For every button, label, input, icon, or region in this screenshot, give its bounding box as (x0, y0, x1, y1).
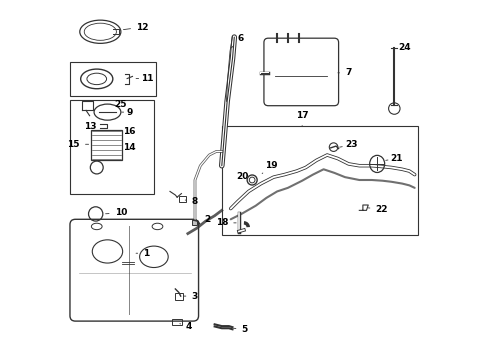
Text: 23: 23 (340, 140, 358, 149)
Text: 16: 16 (123, 127, 135, 136)
Text: 1: 1 (136, 249, 149, 258)
Text: 12: 12 (123, 23, 148, 32)
Text: 5: 5 (234, 325, 247, 334)
Bar (70, 100, 154, 194)
Text: 25: 25 (115, 100, 127, 109)
Text: 20: 20 (236, 172, 248, 181)
Text: 10: 10 (106, 208, 127, 217)
Text: 24: 24 (398, 43, 411, 52)
Text: 7: 7 (338, 68, 351, 77)
Text: 17: 17 (296, 111, 309, 126)
Bar (222, 126, 417, 235)
Ellipse shape (87, 73, 107, 85)
Text: 18: 18 (216, 219, 236, 228)
Text: 13: 13 (83, 122, 96, 131)
Text: 11: 11 (136, 74, 154, 83)
Text: 21: 21 (386, 154, 403, 163)
Text: 9: 9 (122, 108, 133, 117)
Bar (70, 62, 156, 96)
Bar (175, 293, 183, 300)
Text: 6: 6 (231, 35, 244, 48)
Text: 22: 22 (368, 205, 388, 214)
Bar (92, 130, 122, 160)
Text: 3: 3 (183, 292, 197, 301)
Bar (179, 196, 186, 202)
Text: 8: 8 (185, 197, 197, 206)
Bar (172, 319, 182, 325)
Text: 2: 2 (197, 215, 210, 224)
Bar (192, 220, 197, 225)
Text: 4: 4 (180, 322, 193, 331)
Text: 14: 14 (123, 143, 135, 152)
Text: 15: 15 (68, 140, 89, 149)
Text: 19: 19 (262, 161, 277, 174)
